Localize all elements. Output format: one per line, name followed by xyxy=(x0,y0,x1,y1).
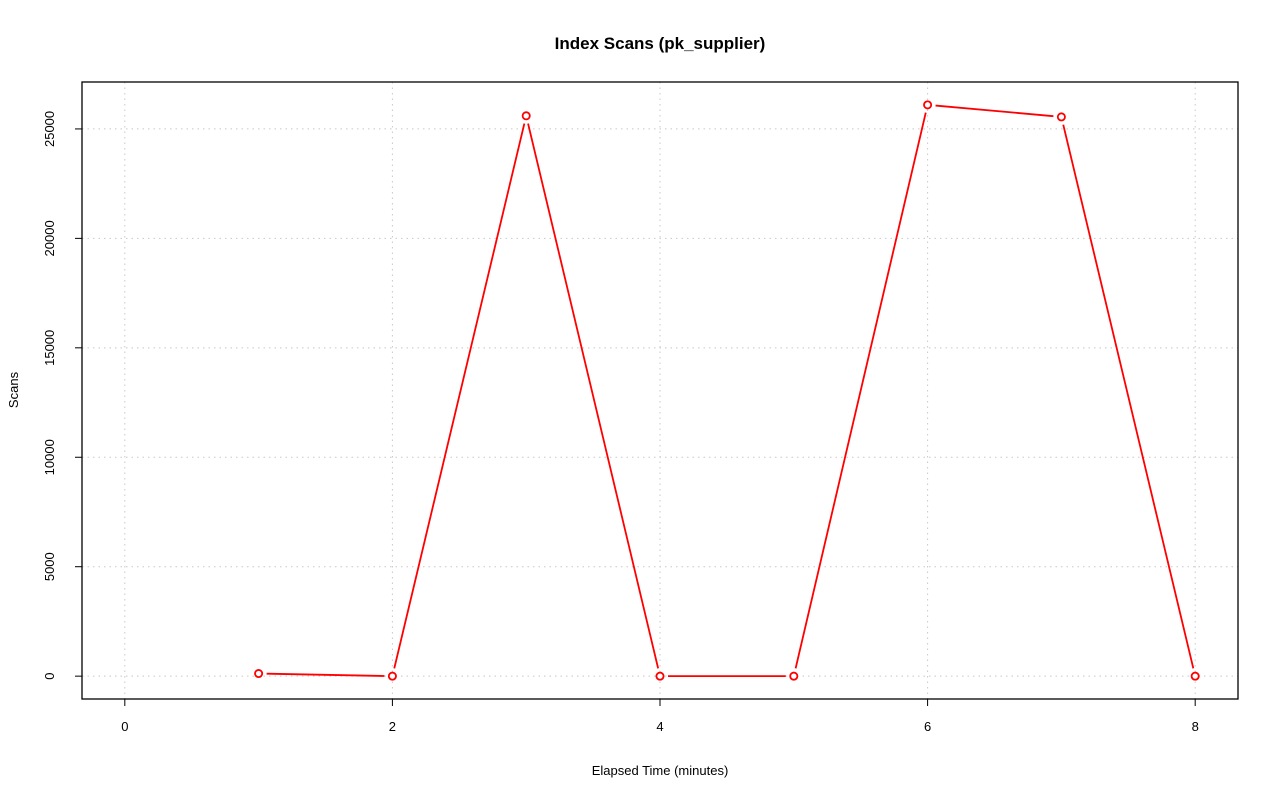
series xyxy=(254,100,1200,681)
series-line-segment xyxy=(1062,124,1195,669)
x-tick-label: 2 xyxy=(389,719,396,734)
series-line-segment xyxy=(794,112,927,669)
plot-frame xyxy=(81,81,1239,700)
data-point xyxy=(521,111,531,121)
data-point xyxy=(655,671,665,681)
y-tick-label: 10000 xyxy=(42,439,57,475)
series-line-segment xyxy=(393,123,526,669)
y-tick-label: 20000 xyxy=(42,220,57,256)
data-point xyxy=(1056,112,1066,122)
series-line-segment xyxy=(266,672,385,677)
x-tick-label: 4 xyxy=(656,719,663,734)
axes: 0 2 4 6 8 0 5000 10000 15000 20000 25000 xyxy=(42,111,1199,734)
data-point xyxy=(387,671,397,681)
y-tick-label: 15000 xyxy=(42,330,57,366)
series-line-segment xyxy=(527,123,660,669)
x-axis-label: Elapsed Time (minutes) xyxy=(592,763,729,778)
x-tick-label: 0 xyxy=(121,719,128,734)
x-tick-label: 6 xyxy=(924,719,931,734)
data-point xyxy=(923,100,933,110)
data-point xyxy=(1190,671,1200,681)
chart-title: Index Scans (pk_supplier) xyxy=(555,34,766,53)
x-tick-label: 8 xyxy=(1192,719,1199,734)
data-point xyxy=(789,671,799,681)
data-point xyxy=(254,669,264,679)
y-tick-label: 25000 xyxy=(42,111,57,147)
y-tick-label: 5000 xyxy=(42,552,57,581)
series-line-segment xyxy=(935,104,1054,118)
y-tick-label: 0 xyxy=(42,673,57,680)
y-axis-label: Scans xyxy=(6,371,21,408)
grid xyxy=(82,82,1238,699)
